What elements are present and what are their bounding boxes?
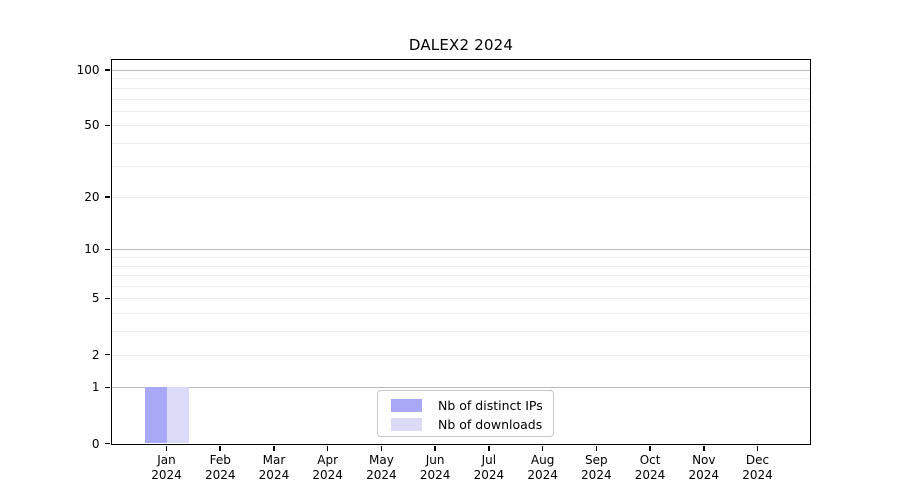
gridline-minor (111, 257, 810, 259)
y-axis-tick (104, 442, 110, 445)
gridline-minor (111, 87, 810, 89)
x-axis-tick-label: Jun 2024 (419, 452, 451, 483)
y-axis-tick-label: 10 (84, 242, 100, 257)
y-axis-tick (104, 69, 110, 71)
x-axis-tick-label: Nov 2024 (688, 452, 720, 483)
y-axis-tick-label: 20 (84, 190, 100, 205)
y-axis-tick (104, 248, 110, 251)
legend-label-distinct-ips: Nb of distinct IPs (438, 398, 543, 413)
x-axis-tick-label: Sep 2024 (581, 452, 612, 483)
gridline-minor (111, 165, 810, 167)
gridline-minor (111, 298, 810, 300)
y-axis-tick-label: 5 (91, 291, 100, 306)
x-axis-tick (595, 445, 598, 451)
y-axis-tick-label: 100 (76, 63, 100, 77)
y-axis-tick (104, 124, 110, 127)
x-axis-tick (219, 445, 221, 451)
x-axis-tick-label: Dec 2024 (742, 452, 773, 483)
gridline-minor (111, 313, 810, 315)
legend-item-downloads: Nb of downloads (378, 415, 553, 434)
y-axis-tick (104, 196, 110, 198)
legend: Nb of distinct IPs Nb of downloads (377, 390, 554, 437)
gridline-minor (111, 125, 810, 127)
gridline-minor (111, 142, 810, 144)
gridline-minor (111, 275, 810, 277)
x-axis-tick-label: Jan 2024 (151, 452, 182, 483)
x-axis-tick (756, 445, 759, 451)
y-axis-tick-label: 0 (91, 436, 100, 451)
x-axis-tick (434, 445, 436, 451)
y-axis-tick-label: 2 (91, 347, 100, 362)
x-axis-tick-label: Mar 2024 (258, 452, 290, 483)
gridline-major (111, 70, 810, 71)
gridline-minor (111, 197, 810, 199)
legend-label-downloads: Nb of downloads (438, 417, 543, 432)
x-axis-tick-label: May 2024 (366, 452, 397, 483)
gridline-minor (111, 331, 810, 333)
plot-area: 0 1 2 5 10 20 50 100 Jan 2024 Feb 2024 Mar 2024 Apr… (77, 58, 811, 482)
x-axis-tick (703, 445, 705, 451)
y-axis-tick-label: 50 (84, 118, 100, 133)
x-axis-tick-label: Jul 2024 (473, 452, 505, 483)
x-axis-tick (273, 445, 275, 451)
gridline-major (111, 387, 810, 389)
legend-item-distinct-ips: Nb of distinct IPs (378, 396, 553, 415)
gridline-major (111, 249, 810, 251)
x-axis-tick-label: Aug 2024 (527, 452, 558, 483)
x-axis-tick-label: Feb 2024 (204, 452, 236, 483)
y-axis-tick-label: 1 (91, 380, 100, 395)
x-axis-tick-label: Apr 2024 (312, 452, 343, 483)
x-axis-tick (488, 445, 490, 451)
x-axis-tick (326, 445, 329, 451)
y-axis-tick (104, 353, 110, 356)
chart-title: DALEX2 2024 (408, 36, 514, 54)
x-axis-tick-label: Oct 2024 (634, 452, 666, 483)
gridline-minor (111, 286, 810, 288)
legend-swatch-distinct-ips (391, 399, 422, 412)
bar-downloads (166, 387, 189, 444)
gridline-minor (111, 98, 810, 100)
legend-swatch-downloads (391, 418, 422, 431)
gridline-minor (111, 354, 810, 356)
bar-distinct-ips (144, 387, 167, 444)
y-axis-tick (104, 297, 110, 300)
y-axis-tick (104, 386, 110, 389)
x-axis-tick (649, 445, 651, 451)
x-axis-tick (541, 445, 544, 451)
x-axis-tick (380, 445, 383, 451)
gridline-minor (111, 265, 810, 267)
gridline-minor (111, 110, 810, 112)
x-axis-tick (165, 445, 168, 451)
gridline-minor (111, 78, 810, 80)
